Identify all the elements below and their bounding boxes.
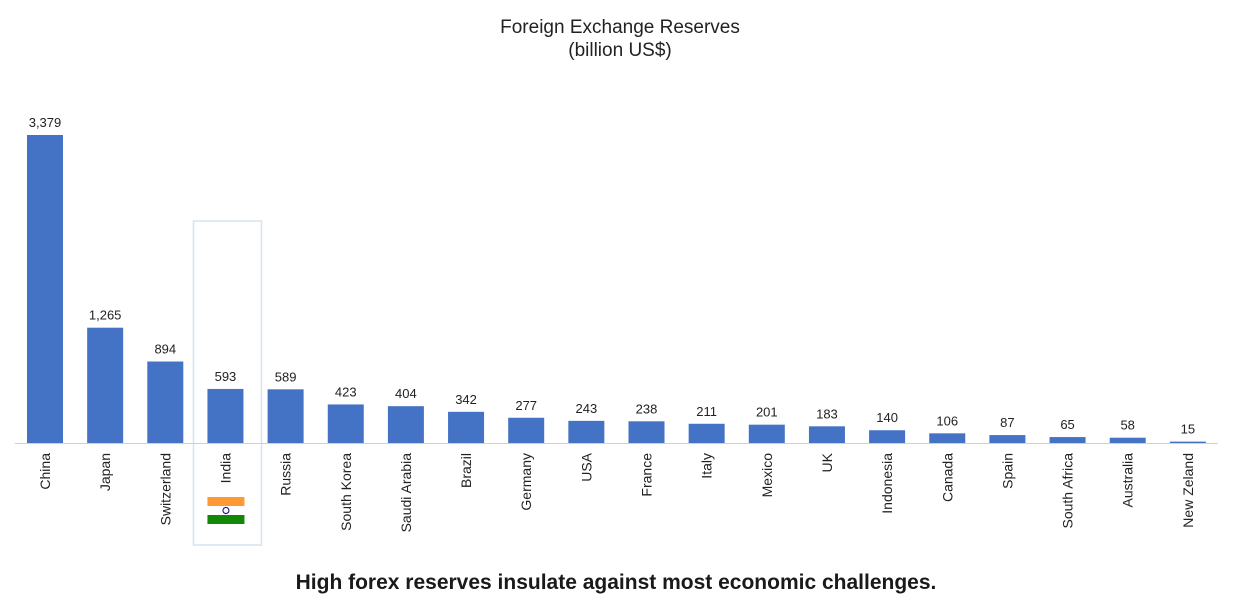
- bar-south-korea: [327, 404, 364, 443]
- bar-south-africa: [1049, 437, 1086, 443]
- bar-russia: [267, 389, 304, 443]
- bar-indonesia: [869, 430, 906, 443]
- category-label-france: France: [639, 453, 655, 497]
- flag-saffron-stripe: [207, 497, 245, 506]
- value-label-china: 3,379: [29, 115, 62, 130]
- bar-germany: [508, 417, 545, 443]
- chart-title-block: Foreign Exchange Reserves (billion US$): [0, 16, 1240, 62]
- category-label-spain: Spain: [999, 453, 1015, 489]
- value-label-usa: 243: [575, 401, 597, 416]
- value-label-south-korea: 423: [335, 384, 357, 399]
- caption: High forex reserves insulate against mos…: [295, 571, 937, 594]
- value-label-france: 238: [636, 401, 658, 416]
- bar-new-zeland: [1169, 441, 1206, 443]
- bar-uk: [808, 426, 845, 443]
- bar-france: [628, 421, 665, 443]
- category-label-canada: Canada: [939, 453, 955, 502]
- bar-usa: [568, 420, 605, 443]
- category-label-brazil: Brazil: [458, 453, 474, 488]
- value-label-india: 593: [215, 369, 237, 384]
- value-label-spain: 87: [1000, 415, 1014, 430]
- value-label-switzerland: 894: [154, 342, 176, 357]
- value-label-russia: 589: [275, 369, 297, 384]
- value-label-italy: 211: [696, 404, 717, 419]
- category-label-south-korea: South Korea: [338, 453, 354, 531]
- bar-canada: [929, 433, 966, 443]
- category-label-japan: Japan: [97, 453, 113, 491]
- category-label-new-zeland: New Zeland: [1180, 453, 1196, 528]
- value-label-australia: 58: [1120, 418, 1134, 433]
- category-label-china: China: [37, 453, 53, 490]
- category-label-south-africa: South Africa: [1060, 453, 1076, 529]
- india-flag-icon: [207, 497, 245, 524]
- bar-mexico: [748, 424, 785, 443]
- category-label-mexico: Mexico: [759, 453, 775, 498]
- category-label-switzerland: Switzerland: [157, 453, 173, 525]
- value-label-south-africa: 65: [1060, 417, 1074, 432]
- category-label-australia: Australia: [1120, 453, 1136, 508]
- flag-chakra: [222, 507, 230, 514]
- category-label-india: India: [217, 453, 233, 484]
- chart-subtitle: (billion US$): [568, 40, 672, 61]
- bar-brazil: [448, 411, 485, 443]
- bar-spain: [989, 435, 1026, 443]
- bar-saudi-arabia: [387, 406, 424, 443]
- value-label-new-zeland: 15: [1181, 422, 1195, 437]
- category-label-russia: Russia: [278, 453, 294, 496]
- category-label-italy: Italy: [699, 453, 715, 479]
- chart-title: Foreign Exchange Reserves: [500, 17, 740, 38]
- bar-chart: 3,379 China 1,265 Japan 894 Switzerland 593 Ind…: [15, 115, 1218, 546]
- value-label-canada: 106: [936, 413, 958, 428]
- value-label-uk: 183: [816, 406, 838, 421]
- value-label-germany: 277: [515, 398, 537, 413]
- value-label-japan: 1,265: [89, 308, 122, 323]
- value-label-brazil: 342: [455, 392, 477, 407]
- bar-switzerland: [147, 361, 184, 443]
- category-label-usa: USA: [578, 452, 594, 481]
- category-label-saudi-arabia: Saudi Arabia: [398, 453, 414, 533]
- category-label-indonesia: Indonesia: [879, 453, 895, 514]
- bar-china: [27, 135, 63, 443]
- bar-australia: [1109, 437, 1146, 443]
- bar-japan: [87, 327, 124, 443]
- bar-italy: [688, 423, 725, 443]
- category-label-uk: UK: [819, 452, 835, 472]
- highlight-box: [192, 220, 263, 546]
- value-label-indonesia: 140: [876, 410, 898, 425]
- value-label-mexico: 201: [756, 405, 778, 420]
- category-label-germany: Germany: [518, 453, 534, 511]
- bar-india: [207, 388, 244, 443]
- flag-white-stripe: [207, 506, 245, 515]
- value-label-saudi-arabia: 404: [395, 386, 417, 401]
- flag-green-stripe: [207, 515, 245, 524]
